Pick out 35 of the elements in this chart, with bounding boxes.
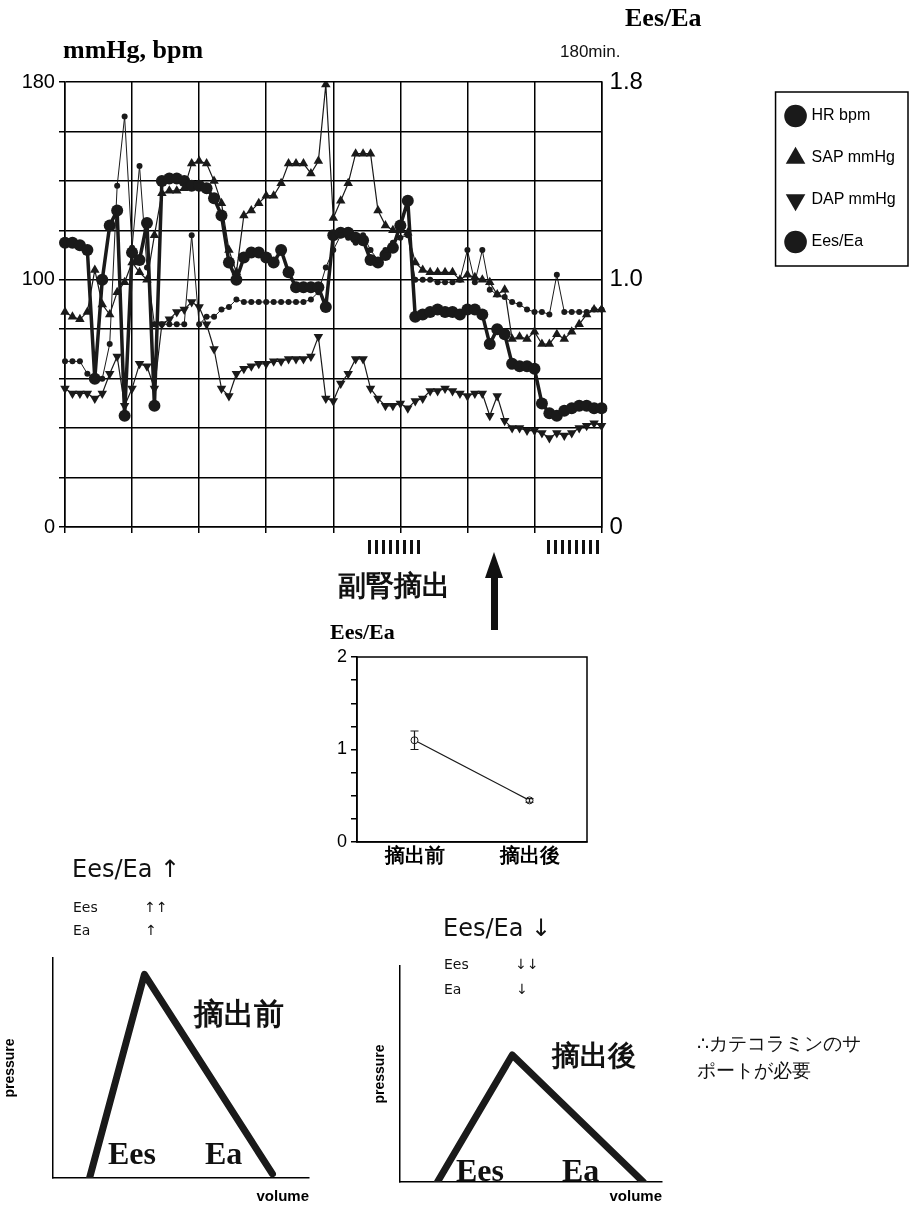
legend-label: HR bpm	[811, 106, 871, 124]
legend-label: SAP mmHg	[811, 148, 895, 166]
y-tick-label: 180	[21, 69, 55, 92]
chart-title: Ees/Ea ↑	[72, 855, 181, 883]
annotation: Ees	[456, 1151, 504, 1190]
x-axis-title: volume	[256, 1187, 309, 1205]
annotation: 摘出前	[194, 995, 284, 1033]
annotation: Ea	[205, 1134, 243, 1173]
y-axis-title: pressure	[371, 1044, 388, 1104]
y-axis-title: pressure	[1, 1038, 18, 1098]
text: Ea ↑	[73, 921, 158, 940]
y2-tick-label: 1.0	[609, 264, 643, 292]
y2-tick-label: 1.8	[609, 66, 643, 94]
text: Ees ↑↑	[73, 898, 168, 917]
annotation: 摘出後	[552, 1038, 636, 1074]
y-tick-label: 1	[336, 738, 347, 759]
y-tick-label: 0	[43, 514, 55, 537]
x-axis-title: volume	[609, 1187, 662, 1205]
text: 180min.	[560, 41, 621, 63]
text: Ea ↓	[444, 980, 529, 999]
legend-label: Ees/Ea	[811, 232, 864, 250]
y-tick-label: 100	[21, 267, 55, 290]
y-axis-title: Ees/Ea	[330, 618, 395, 644]
y2-tick-label: 0	[609, 511, 623, 539]
y-axis-title: mmHg, bpm	[63, 34, 204, 64]
y-tick-label: 2	[336, 645, 347, 666]
legend-label: DAP mmHg	[811, 190, 896, 208]
chart-title: Ees/Ea ↓	[443, 914, 552, 942]
text: 副腎摘出	[338, 568, 450, 604]
text: Ees ↓↓	[444, 955, 539, 974]
y2-axis-title: Ees/Ea	[625, 2, 702, 32]
text: ∴カテコラミンのサポートが必要	[697, 1031, 863, 1083]
annotation: Ea	[562, 1151, 600, 1190]
annotation: Ees	[108, 1134, 156, 1173]
y-tick-label: 0	[336, 830, 347, 851]
